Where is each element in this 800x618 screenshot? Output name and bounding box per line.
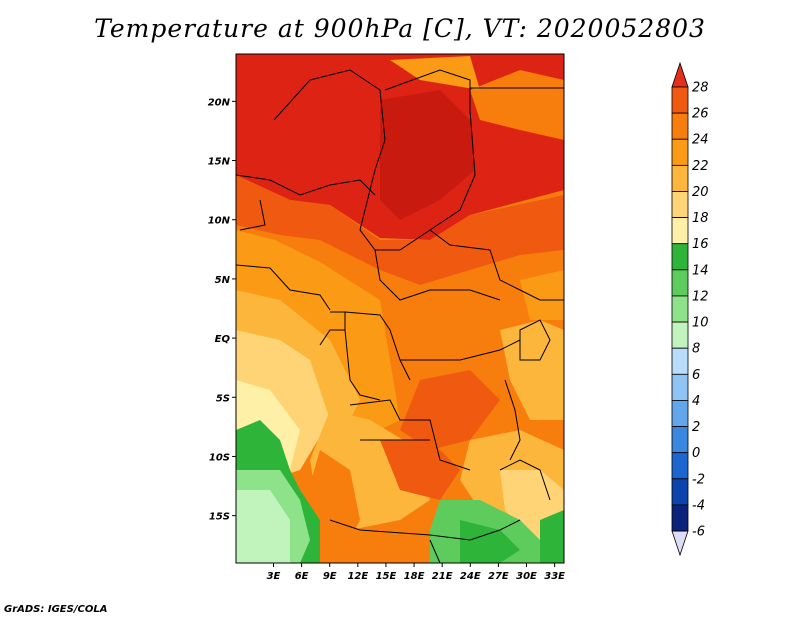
colorbar-swatch — [671, 86, 689, 114]
colorbar-level-label: 16 — [692, 237, 709, 252]
grads-credit: GrADS: IGES/COLA — [4, 604, 108, 615]
lon-tick-label: 15E — [376, 571, 397, 582]
lon-tick-label: 27E — [488, 571, 509, 582]
colorbar-swatch — [671, 426, 689, 454]
colorbar-level-label: 20 — [692, 185, 709, 200]
colorbar-level-label: 2 — [692, 420, 700, 435]
colorbar-level-label: 18 — [692, 211, 709, 226]
lon-tick-label: 3E — [267, 571, 281, 582]
colorbar-level-label: 14 — [692, 263, 709, 278]
colorbar-swatch — [671, 191, 689, 218]
colorbar-level-label: 8 — [692, 342, 700, 357]
latitude-axis: 20N 15N 10N 5N EQ 5S 10S 15S — [208, 97, 236, 523]
colorbar-level-label: 26 — [692, 107, 709, 122]
lon-tick-label: 9E — [323, 571, 337, 582]
colorbar-level-label: 12 — [692, 289, 709, 304]
lat-tick-label: 5N — [215, 275, 231, 286]
colorbar-level-label: -4 — [692, 498, 705, 513]
colorbar-swatch — [671, 269, 689, 297]
colorbar-level-label: 24 — [692, 133, 709, 148]
lat-tick-label: EQ — [215, 334, 231, 345]
lon-tick-label: 24E — [460, 571, 481, 582]
colorbar-swatch — [671, 295, 689, 323]
colorbar-level-label: 10 — [692, 316, 709, 331]
colorbar-level-label: 4 — [692, 394, 700, 409]
colorbar-swatch — [671, 243, 689, 271]
colorbar-level-label: 22 — [692, 159, 709, 174]
map-title: Temperature at 900hPa [C], VT: 202005280… — [94, 14, 706, 43]
colorbar-swatch — [671, 112, 689, 140]
lat-tick-label: 20N — [208, 97, 231, 108]
lon-tick-label: 12E — [347, 571, 368, 582]
map-frame — [235, 53, 565, 564]
colorbar-swatch — [671, 217, 689, 245]
colorbar-level-label: 28 — [692, 81, 709, 96]
colorbar-bottom-arrow — [671, 530, 689, 557]
lon-tick-label: 21E — [432, 571, 453, 582]
lon-tick-label: 33E — [544, 571, 565, 582]
colorbar-level-label: 0 — [692, 446, 700, 461]
colorbar-swatch — [671, 164, 689, 192]
lon-tick-label: 30E — [516, 571, 537, 582]
colorbar-swatch — [671, 504, 689, 532]
colorbar-level-label: -2 — [692, 472, 705, 487]
colorbar-swatch — [671, 373, 689, 401]
colorbar-swatch — [671, 400, 689, 427]
longitude-axis: 3E 6E 9E 12E 15E 18E 21E 24E 27E 30E 33E — [267, 563, 565, 582]
lat-tick-label: 15S — [209, 512, 230, 523]
lat-tick-label: 10N — [208, 216, 231, 227]
lat-tick-label: 15N — [208, 157, 231, 168]
lat-tick-label: 10S — [209, 452, 230, 463]
colorbar-top-arrow — [671, 61, 689, 88]
colorbar-swatch — [671, 138, 689, 166]
lon-tick-label: 18E — [404, 571, 425, 582]
colorbar-swatch — [671, 478, 689, 506]
country-borders — [236, 69, 564, 563]
lat-tick-label: 5S — [216, 393, 230, 404]
colorbar-swatch — [671, 347, 689, 375]
colorbar-swatch — [671, 452, 689, 480]
colorbar-level-label: 6 — [692, 368, 700, 383]
colorbar-swatch — [671, 321, 689, 349]
colorbar-level-label: -6 — [692, 525, 705, 540]
temperature-field — [236, 54, 564, 563]
lon-tick-label: 6E — [295, 571, 309, 582]
